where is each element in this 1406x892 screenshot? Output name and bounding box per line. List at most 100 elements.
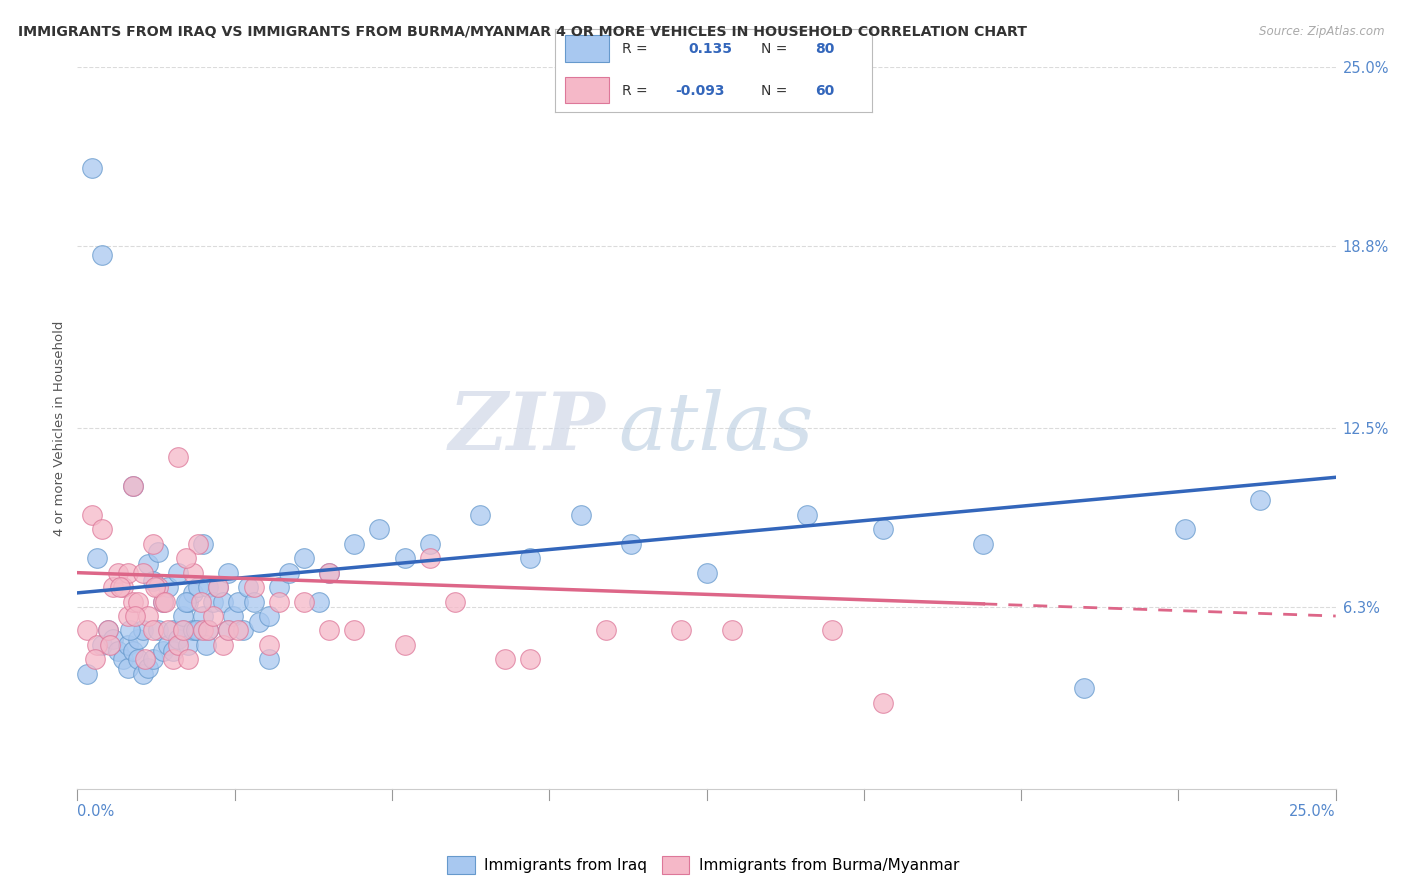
Point — [181, 624, 204, 638]
Point — [212, 594, 235, 608]
Text: 25.0%: 25.0% — [1289, 805, 1336, 819]
Point — [167, 638, 190, 652]
Point — [671, 624, 693, 638]
Point — [247, 615, 270, 629]
Point — [96, 624, 118, 638]
Point — [238, 580, 260, 594]
Point — [156, 638, 179, 652]
Text: ZIP: ZIP — [449, 390, 606, 467]
Text: N =: N = — [761, 84, 787, 98]
Point — [136, 661, 159, 675]
Point — [127, 594, 149, 608]
Point — [132, 624, 155, 638]
Point — [162, 643, 184, 657]
Point — [187, 537, 209, 551]
Point — [343, 537, 366, 551]
Point — [91, 522, 114, 536]
Point — [177, 652, 200, 666]
Point — [120, 624, 142, 638]
Point — [177, 638, 200, 652]
Point — [86, 551, 108, 566]
Point — [101, 632, 124, 647]
Point — [86, 638, 108, 652]
Point — [108, 580, 131, 594]
Point — [197, 580, 219, 594]
Point — [167, 450, 190, 464]
Point — [228, 594, 250, 608]
Point — [84, 652, 107, 666]
Point — [146, 545, 169, 559]
Point — [117, 609, 139, 624]
Point — [127, 632, 149, 647]
Point — [292, 551, 315, 566]
Point — [82, 161, 104, 175]
Point — [519, 652, 541, 666]
Point — [172, 624, 194, 638]
Point — [257, 638, 280, 652]
Point — [468, 508, 491, 522]
Point — [91, 638, 114, 652]
Y-axis label: 4 or more Vehicles in Household: 4 or more Vehicles in Household — [53, 320, 66, 536]
Point — [124, 609, 146, 624]
Point — [142, 652, 165, 666]
Point — [111, 652, 134, 666]
Point — [212, 638, 235, 652]
Point — [155, 594, 177, 608]
Point — [696, 566, 718, 580]
Point — [872, 522, 894, 536]
Point — [142, 624, 165, 638]
Legend: Immigrants from Iraq, Immigrants from Burma/Myanmar: Immigrants from Iraq, Immigrants from Bu… — [441, 850, 965, 880]
Point — [267, 594, 290, 608]
Text: R =: R = — [621, 84, 647, 98]
Text: Source: ZipAtlas.com: Source: ZipAtlas.com — [1260, 25, 1385, 38]
Point — [101, 580, 124, 594]
Point — [111, 580, 134, 594]
Point — [146, 624, 169, 638]
Point — [96, 624, 118, 638]
Point — [318, 566, 340, 580]
Point — [257, 652, 280, 666]
Point — [162, 652, 184, 666]
Point — [394, 551, 416, 566]
Text: 80: 80 — [815, 42, 834, 56]
Point — [181, 586, 204, 600]
Point — [162, 624, 184, 638]
Point — [172, 624, 194, 638]
Point — [121, 479, 143, 493]
Text: -0.093: -0.093 — [675, 84, 725, 98]
Point — [91, 248, 114, 262]
Point — [121, 643, 143, 657]
Point — [202, 609, 225, 624]
Point — [132, 566, 155, 580]
Point — [134, 652, 156, 666]
Point — [232, 624, 254, 638]
Point — [76, 666, 98, 681]
Point — [167, 632, 190, 647]
Point — [107, 566, 129, 580]
FancyBboxPatch shape — [565, 77, 609, 103]
Point — [872, 696, 894, 710]
Point — [127, 652, 149, 666]
Point — [368, 522, 391, 536]
Point — [1174, 522, 1197, 536]
Point — [121, 479, 143, 493]
Point — [117, 638, 139, 652]
Text: N =: N = — [761, 42, 787, 56]
Point — [972, 537, 994, 551]
Point — [181, 566, 204, 580]
Point — [174, 551, 197, 566]
Point — [202, 594, 225, 608]
Point — [318, 624, 340, 638]
Text: atlas: atlas — [619, 390, 814, 467]
Point — [142, 537, 165, 551]
Point — [187, 624, 209, 638]
Point — [174, 594, 197, 608]
Point — [394, 638, 416, 652]
Point — [184, 624, 207, 638]
Point — [107, 643, 129, 657]
Point — [1073, 681, 1095, 696]
Point — [197, 624, 219, 638]
Point — [172, 609, 194, 624]
Point — [217, 624, 239, 638]
Text: IMMIGRANTS FROM IRAQ VS IMMIGRANTS FROM BURMA/MYANMAR 4 OR MORE VEHICLES IN HOUS: IMMIGRANTS FROM IRAQ VS IMMIGRANTS FROM … — [18, 25, 1028, 39]
